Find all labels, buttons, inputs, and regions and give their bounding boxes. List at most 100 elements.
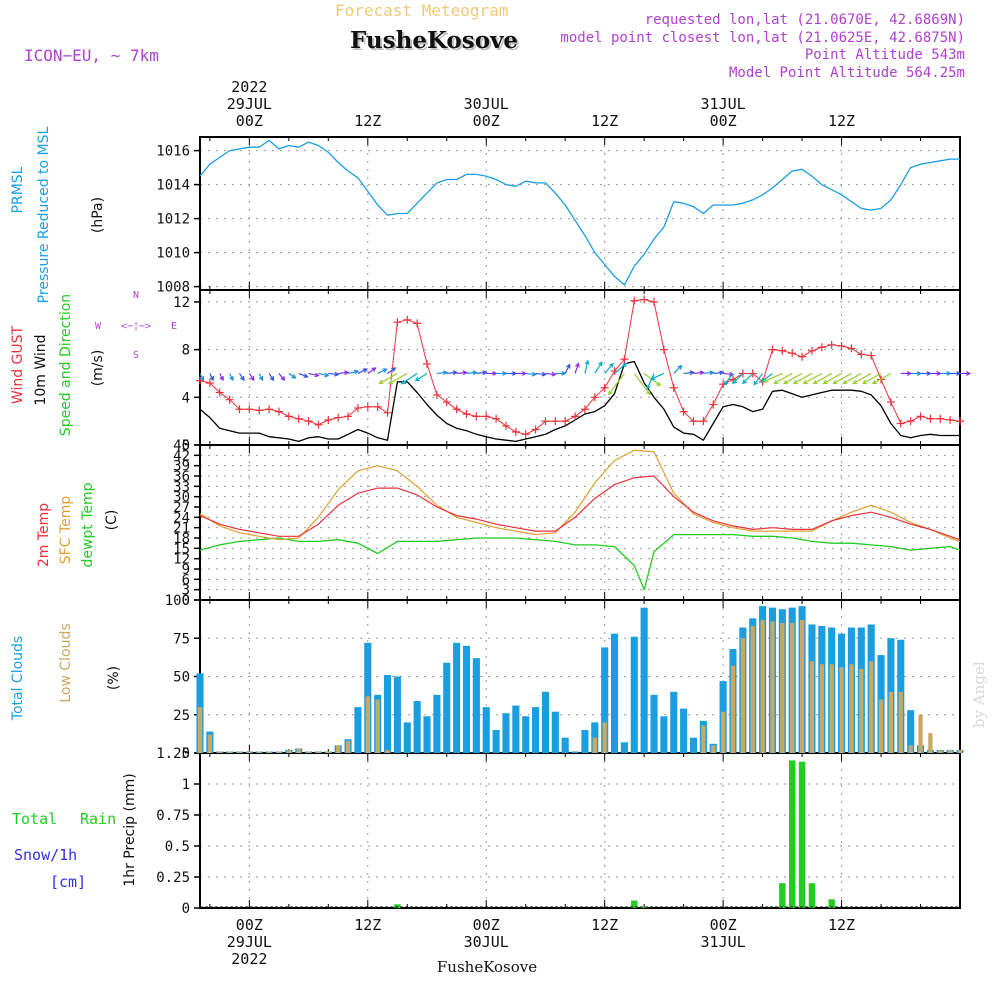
location-title-shadow: FusheKosove xyxy=(352,29,520,56)
clouds-ytick-label: 100 xyxy=(165,593,190,609)
temp-ytick-label: 3 xyxy=(182,583,190,599)
wind-direction-arrow xyxy=(823,372,842,384)
total-cloud-bar xyxy=(423,716,431,753)
wind-direction-arrowhead xyxy=(656,381,662,387)
temp-label-2m: 2m Temp xyxy=(36,503,52,567)
low-cloud-bar xyxy=(306,751,311,753)
wind-direction-arrowhead xyxy=(609,362,614,368)
wind-direction-arrowhead xyxy=(462,370,468,376)
wind-direction-arrow xyxy=(535,372,546,376)
total-cloud-bar xyxy=(482,707,490,753)
low-cloud-bar xyxy=(809,661,815,753)
wind-direction-arrowhead xyxy=(199,376,205,382)
low-cloud-bar xyxy=(276,751,282,753)
wind-direction-arrow xyxy=(415,372,428,381)
wind-direction-arrowhead xyxy=(382,368,388,373)
pressure-line xyxy=(199,139,960,286)
wind-direction-arrowhead xyxy=(229,376,234,382)
wind-gust-marker xyxy=(452,405,461,414)
clouds-label-low: Low Clouds xyxy=(58,623,74,702)
temp-ytick-label: 21 xyxy=(173,521,190,537)
total-cloud-bar xyxy=(907,710,915,753)
sfc-temp-line xyxy=(199,449,961,542)
model-label: ICON−EU, ∼ 7km xyxy=(24,46,159,65)
low-cloud-bar xyxy=(790,622,795,753)
wind-gust-marker xyxy=(896,419,905,428)
wind-direction-arrow xyxy=(793,372,813,384)
pressure-panel: 1008 1010 1012 1014 1016 xyxy=(156,136,961,296)
compass-s: S xyxy=(133,350,139,361)
wind-gust-marker xyxy=(817,343,826,352)
temp-label-dewpt: dewpt Temp xyxy=(80,482,96,567)
bottom-time-label: 12Z xyxy=(354,916,381,934)
wind-label-dir: Speed and Direction xyxy=(58,294,74,436)
total-cloud-bar xyxy=(433,694,441,753)
wind-direction-arrowhead xyxy=(753,380,759,386)
temp-ytick-label: 24 xyxy=(173,510,190,526)
wind-direction-arrow xyxy=(238,373,245,381)
low-cloud-bar xyxy=(296,748,301,753)
total-cloud-bar xyxy=(640,607,648,753)
wind-direction-arrowhead xyxy=(598,361,603,367)
wind-direction-arrow xyxy=(651,372,665,380)
low-cloud-bar xyxy=(602,722,607,753)
wind-direction-arrowhead xyxy=(344,370,350,376)
wind-direction-arrow xyxy=(742,373,754,384)
plot-layers: 1008101010121014101604812036912151821242… xyxy=(156,78,972,968)
wind-direction-arrow xyxy=(764,372,783,383)
wind-direction-arrowhead xyxy=(209,376,214,382)
bottom-time-label: 00Z xyxy=(710,916,737,934)
temp-unit: (C) xyxy=(104,510,120,531)
wind-direction-arrowhead xyxy=(645,390,651,396)
rain-bar xyxy=(779,883,786,908)
wind-direction-arrowhead xyxy=(822,379,828,385)
wind-direction-arrowhead xyxy=(269,376,275,382)
low-cloud-bar xyxy=(237,751,242,753)
wind-direction-arrowhead xyxy=(280,376,286,382)
wind-gust-marker xyxy=(541,417,550,426)
top-time-label: 30JUL xyxy=(464,95,509,113)
wind-gust-marker xyxy=(778,346,787,355)
wind-direction-arrow xyxy=(367,367,376,374)
precip-ytick-label: 0.75 xyxy=(156,808,190,824)
total-cloud-bar xyxy=(403,722,411,753)
precip-ytick-label: 0.25 xyxy=(156,870,190,886)
wind-direction-arrow xyxy=(574,363,579,374)
wind-label-10m: 10m Wind xyxy=(33,334,49,405)
top-time-label: 00Z xyxy=(236,112,263,130)
wind-direction-arrow xyxy=(278,373,285,381)
wind-direction-arrowhead xyxy=(303,373,309,378)
total-cloud-bar xyxy=(532,707,540,753)
wind-direction-arrowhead xyxy=(240,376,245,382)
wind-gust-marker xyxy=(205,379,214,387)
wind-gust-marker xyxy=(235,405,244,414)
wind-direction-arrowhead xyxy=(852,379,858,385)
wind-gust-marker xyxy=(640,295,649,304)
wind-direction-arrowhead xyxy=(677,364,683,370)
wind-gust-marker xyxy=(393,318,402,327)
wind-gust-marker xyxy=(432,390,441,399)
temp-ytick-label: 18 xyxy=(173,531,190,547)
low-cloud-bar xyxy=(247,751,252,753)
wind-direction-arrowhead xyxy=(400,379,406,385)
low-cloud-bar xyxy=(760,619,765,753)
total-cloud-bar xyxy=(354,707,362,753)
total-cloud-bar xyxy=(551,711,559,753)
wind-gust-marker xyxy=(580,405,589,414)
total-cloud-bar xyxy=(522,716,530,753)
rain-bar xyxy=(798,761,806,908)
wind-direction-arrowhead xyxy=(388,379,394,385)
wind-direction-arrowhead xyxy=(472,370,478,376)
wind-direction-arrow xyxy=(852,372,872,384)
wind-gust-marker xyxy=(788,349,797,358)
pressure-label-prmsl: PRMSL xyxy=(10,166,26,213)
wind-gust-marker xyxy=(304,417,313,426)
total-cloud-bar xyxy=(581,730,589,753)
wind-direction-arrow xyxy=(594,361,603,374)
low-cloud-bar xyxy=(799,619,805,753)
low-cloud-bar xyxy=(908,745,913,753)
wind-direction-arrowhead xyxy=(742,379,747,385)
bottom-time-label: 00Z xyxy=(236,916,263,934)
pressure-unit: (hPa) xyxy=(90,197,106,233)
pressure-ytick-label: 1008 xyxy=(156,280,190,296)
